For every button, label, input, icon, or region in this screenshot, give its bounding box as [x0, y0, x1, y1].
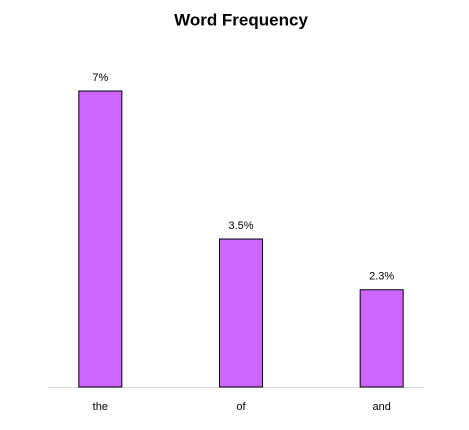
chart-title: Word Frequency [174, 10, 308, 29]
bar [78, 90, 123, 388]
data-label: 3.5% [228, 220, 253, 232]
x-tick-label: the [93, 401, 108, 413]
bar [359, 289, 404, 388]
data-label: 2.3% [369, 271, 394, 283]
x-tick-label: of [236, 401, 246, 413]
x-tick-label: and [372, 401, 390, 413]
bar [219, 238, 263, 388]
data-label: 7% [92, 72, 108, 84]
